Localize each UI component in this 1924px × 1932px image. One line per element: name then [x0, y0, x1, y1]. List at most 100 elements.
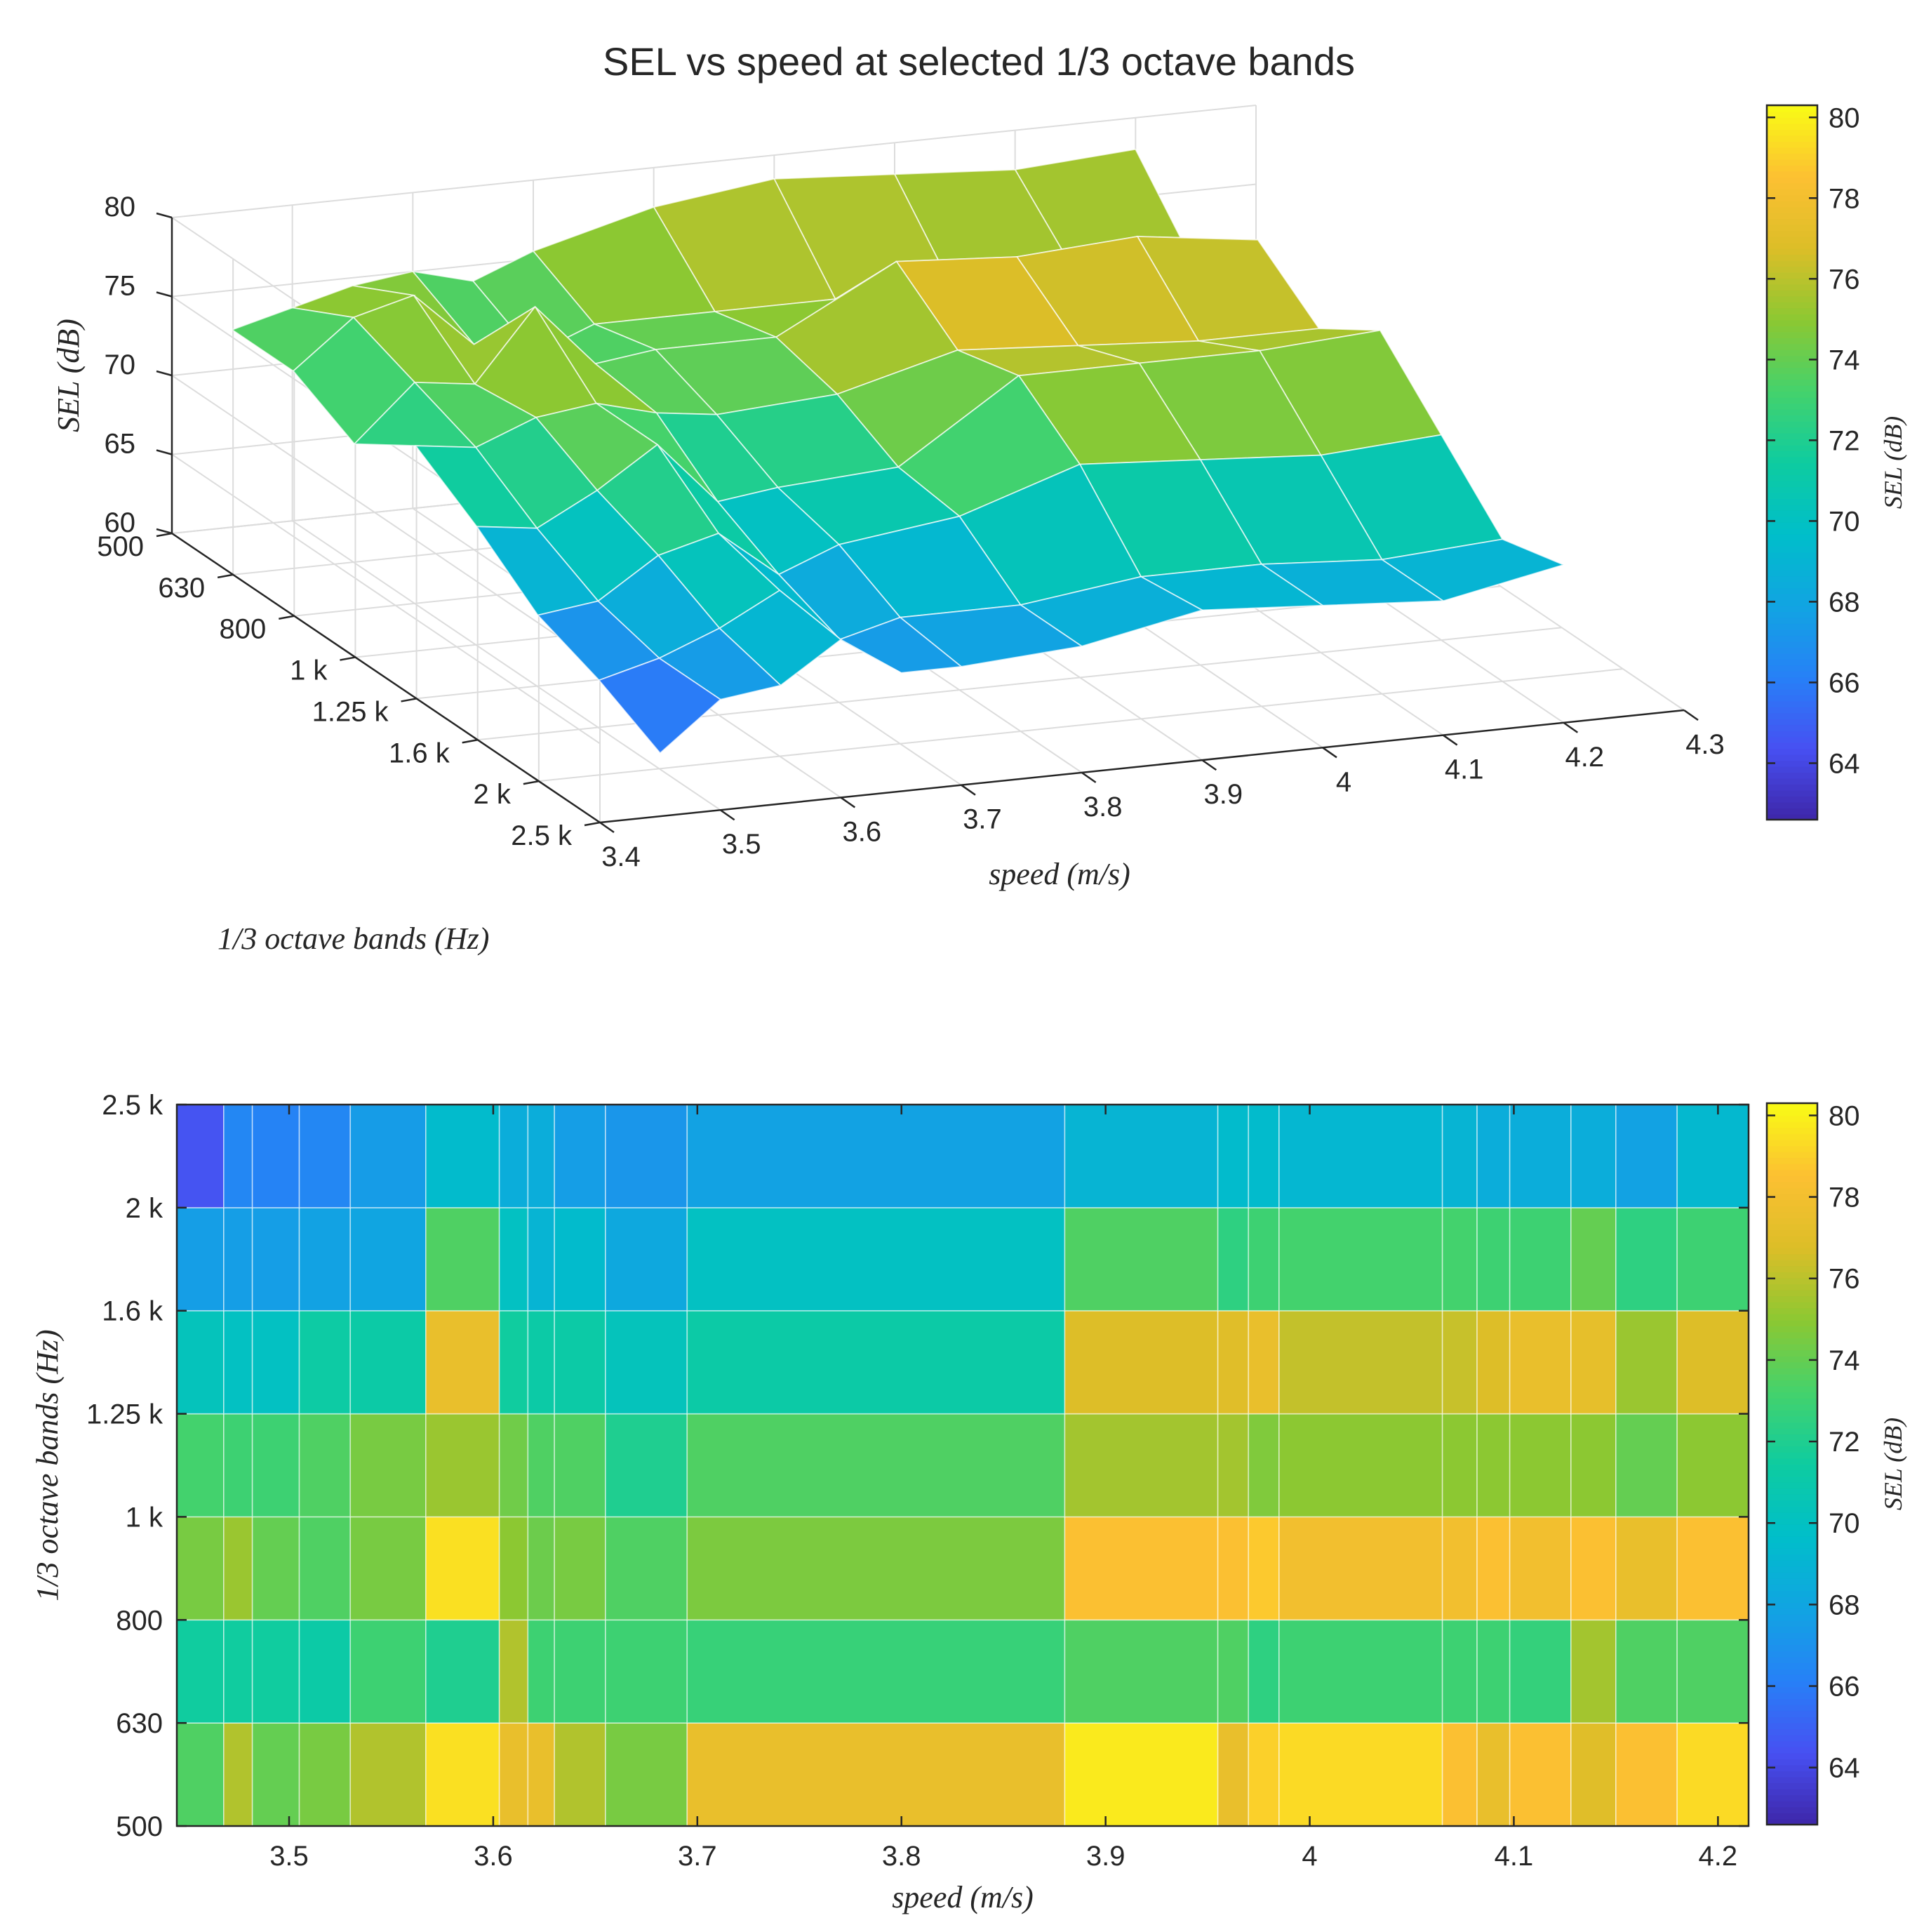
colorbar-swatch [1767, 1590, 1817, 1597]
colorbar-swatch [1767, 569, 1817, 577]
colorbar-swatch [1767, 1271, 1817, 1279]
y-tick-label: 2 k [473, 779, 511, 810]
heatmap-cell [1064, 1722, 1219, 1827]
colorbar-tick-label: 78 [1829, 183, 1860, 214]
colorbar-swatch [1767, 1493, 1817, 1501]
heatmap-cell [686, 1104, 1066, 1208]
heatmap-cell [298, 1722, 352, 1827]
colorbar-swatch [1767, 575, 1817, 582]
heatmap-x-tick-label: 3.5 [269, 1841, 309, 1872]
heatmap-cell [349, 1104, 427, 1208]
heatmap-cell [1476, 1619, 1511, 1724]
colorbar-swatch [1767, 307, 1817, 314]
colorbar-swatch [1767, 474, 1817, 481]
grid-line [292, 520, 721, 811]
colorbar-swatch [1767, 730, 1817, 738]
x-tick-label: 3.8 [1083, 792, 1123, 822]
heatmap-cell [1217, 1619, 1250, 1724]
heatmap-cell [1676, 1207, 1749, 1312]
colorbar-swatch [1767, 635, 1817, 642]
colorbar-swatch [1767, 1373, 1817, 1381]
heatmap-cell [605, 1104, 688, 1208]
colorbar-swatch [1767, 147, 1817, 154]
colorbar-swatch [1767, 1415, 1817, 1423]
colorbar-tick-label: 80 [1829, 1100, 1860, 1131]
z-tick-label: 60 [105, 507, 136, 538]
heatmap-cell [176, 1722, 225, 1827]
colorbar-swatch [1767, 718, 1817, 726]
heatmap-y-tick-label: 500 [116, 1811, 163, 1842]
colorbar-swatch [1767, 1151, 1817, 1159]
colorbar-swatch [1767, 1812, 1817, 1820]
colorbar-swatch [1767, 140, 1817, 148]
colorbar-swatch [1767, 212, 1817, 220]
heatmap-cell [498, 1516, 529, 1621]
z-tick-label: 75 [105, 271, 136, 302]
heatmap-cell [1278, 1104, 1443, 1208]
heatmap-y-tick-label: 800 [116, 1605, 163, 1636]
heatmap-cell [1441, 1722, 1478, 1827]
colorbar-swatch [1767, 1145, 1817, 1152]
colorbar-swatch [1767, 1235, 1817, 1243]
colorbar-swatch [1767, 509, 1817, 517]
heatmap-cell [498, 1413, 529, 1518]
colorbar-swatch [1767, 1307, 1817, 1314]
colorbar-swatch [1767, 1350, 1817, 1357]
heatmap-cell [1441, 1619, 1478, 1724]
colorbar-swatch [1767, 760, 1817, 767]
colorbar-swatch [1767, 1632, 1817, 1639]
colorbar-swatch [1767, 128, 1817, 136]
colorbar-swatch [1767, 218, 1817, 225]
colorbar-swatch [1767, 260, 1817, 267]
heatmap-cell [1676, 1516, 1749, 1621]
colorbar-swatch [1767, 397, 1817, 404]
z-tick [156, 528, 173, 535]
colorbar-swatch [1767, 1788, 1817, 1796]
z-tick-label: 65 [105, 429, 136, 460]
heatmap-cell [527, 1207, 555, 1312]
heatmap-cell [1248, 1516, 1280, 1621]
y-axis [171, 532, 601, 824]
colorbar-swatch [1767, 1241, 1817, 1248]
colorbar-swatch [1767, 171, 1817, 178]
heatmap-cell [1441, 1207, 1478, 1312]
heatmap-cell [1509, 1413, 1572, 1518]
heatmap-cell [223, 1516, 253, 1621]
colorbar-swatch [1767, 1566, 1817, 1573]
heatmap-cell [298, 1310, 352, 1415]
heatmap-y-tick-label: 630 [116, 1708, 163, 1739]
colorbar-swatch [1767, 677, 1817, 684]
colorbar-swatch [1767, 1505, 1817, 1513]
colorbar-swatch [1767, 1380, 1817, 1387]
colorbar-swatch [1767, 528, 1817, 535]
z-tick [156, 291, 173, 298]
colorbar-swatch [1767, 182, 1817, 189]
colorbar-swatch [1767, 1277, 1817, 1284]
colorbar-swatch [1767, 1518, 1817, 1525]
heatmap-cell [554, 1413, 606, 1518]
heatmap-cell [349, 1207, 427, 1312]
colorbar-tick-label: 66 [1829, 1672, 1860, 1703]
colorbar-swatch [1767, 1133, 1817, 1140]
x-axis [599, 709, 1685, 824]
heatmap-cell [176, 1413, 225, 1518]
heatmap-x-tick-label: 4.1 [1495, 1841, 1534, 1872]
heatmap-cell [1441, 1310, 1478, 1415]
colorbar-swatch [1767, 1674, 1817, 1681]
heatmap-cell [251, 1104, 300, 1208]
heatmap-cell [1570, 1413, 1617, 1518]
colorbar-swatch [1767, 801, 1817, 809]
colorbar-swatch [1767, 1692, 1817, 1700]
colorbar-swatch [1767, 557, 1817, 565]
y-tick [279, 615, 295, 620]
colorbar-tick-label: 80 [1829, 102, 1860, 133]
heatmap-cell [1217, 1516, 1250, 1621]
heatmap-cell [1064, 1207, 1219, 1312]
heatmap-cell [1509, 1722, 1572, 1827]
heatmap-cell [1248, 1310, 1280, 1415]
x-tick [1563, 721, 1579, 733]
surface-plot [230, 148, 1565, 754]
heatmap-cell [298, 1516, 352, 1621]
heatmap-cell [176, 1310, 225, 1415]
colorbar-swatch [1767, 266, 1817, 273]
